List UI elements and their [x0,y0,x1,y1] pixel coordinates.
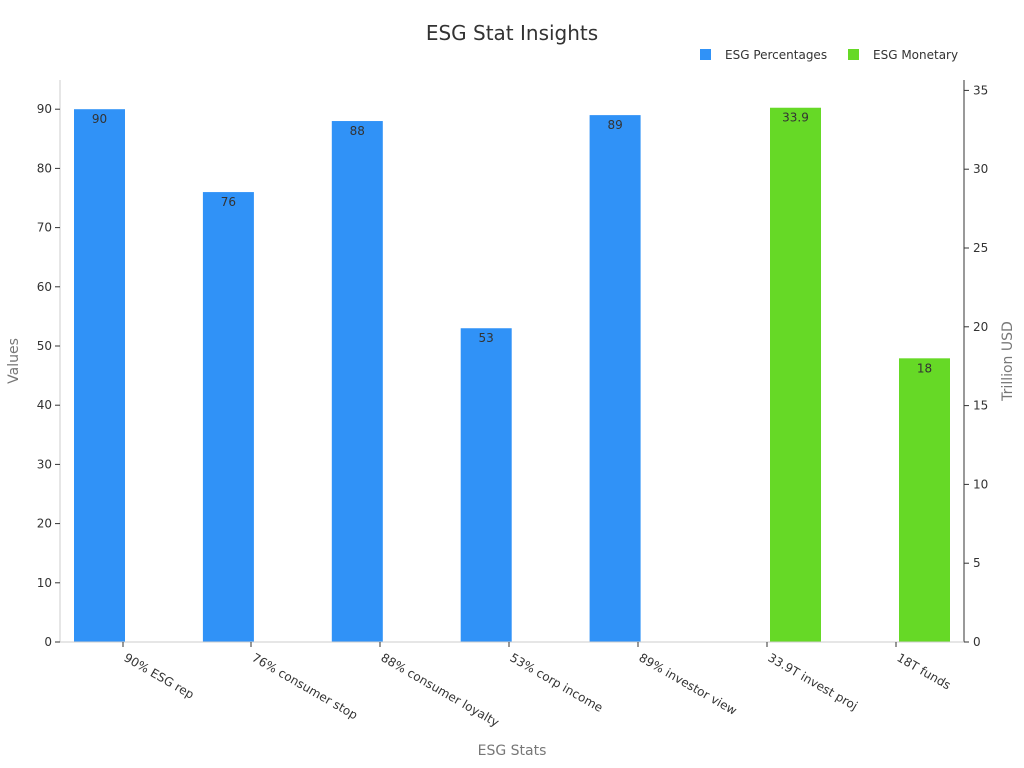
x-tick-label: 90% ESG rep [122,650,197,701]
bar [770,107,821,642]
x-axis-label: ESG Stats [478,743,547,759]
x-tick-label: 53% corp income [508,650,606,714]
bar [74,109,125,642]
x-tick-label: 18T funds [895,650,954,692]
bar-value-label: 53 [479,331,494,345]
x-tick-label: 88% consumer loyalty [379,650,502,729]
x-tick-label: 76% consumer stop [250,650,361,722]
left-tick-label: 40 [37,398,52,412]
legend-swatch [848,49,859,60]
bar [202,192,254,642]
right-tick-label: 20 [973,320,988,334]
left-tick-label: 10 [37,576,52,590]
left-tick-label: 20 [37,517,52,531]
left-tick-label: 70 [37,221,52,235]
right-tick-label: 35 [973,83,988,97]
bar [899,358,950,642]
bar [460,328,512,642]
bar-value-label: 90 [92,112,107,126]
chart-title: ESG Stat Insights [426,21,598,45]
legend: ESG Percentages ESG Monetary [700,48,958,62]
left-y-axis: 0 10 20 30 40 50 60 70 80 90 [37,80,61,649]
right-tick-label: 15 [973,399,988,413]
left-tick-label: 60 [37,280,52,294]
y2-axis-label: Trillion USD [1000,321,1016,402]
bar-value-label: 33.9 [782,111,809,125]
bar-value-label: 89 [607,118,622,132]
bar-value-label: 76 [221,195,236,209]
x-axis: 90% ESG rep 76% consumer stop 88% consumer… [60,641,964,730]
right-tick-label: 10 [973,477,988,491]
bar [589,115,641,643]
left-tick-label: 30 [37,457,52,471]
right-tick-label: 25 [973,241,988,255]
bar-value-label: 18 [917,361,932,375]
bars [74,107,950,643]
right-tick-label: 5 [973,556,981,570]
legend-swatch [700,49,711,60]
x-tick-label: 89% investor view [637,650,740,718]
right-tick-label: 30 [973,162,988,176]
left-tick-label: 0 [44,635,52,649]
legend-label: ESG Monetary [873,48,958,62]
left-tick-label: 50 [37,339,52,353]
y-axis-label: Values [6,338,22,384]
right-y-axis: 0 5 10 15 20 25 30 35 [963,80,988,649]
x-tick-label: 33.9T invest proj [766,650,860,713]
bar [331,121,383,643]
left-tick-label: 80 [37,161,52,175]
legend-label: ESG Percentages [725,48,827,62]
bar-labels: 90 76 88 53 89 33.9 18 [92,111,932,376]
bar-value-label: 88 [350,124,365,138]
right-tick-label: 0 [973,635,981,649]
left-tick-label: 90 [37,102,52,116]
